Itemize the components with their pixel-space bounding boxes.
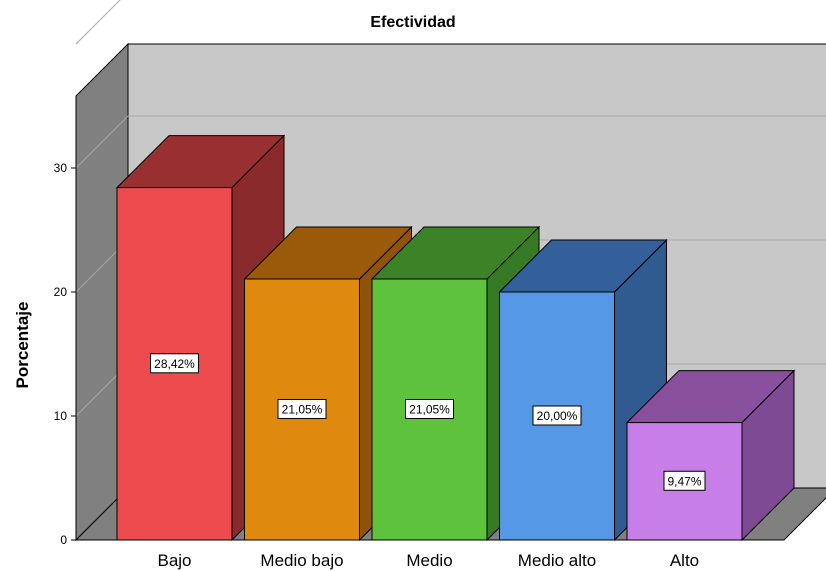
- gridline: [75, 115, 826, 169]
- x-tick-label: Bajo: [157, 551, 191, 570]
- y-tick-label: 30: [54, 161, 68, 175]
- data-label-box: [150, 353, 199, 374]
- data-label-box: [663, 470, 706, 491]
- data-label: 9,47%: [667, 474, 701, 488]
- y-axis: 0 10 20 30: [54, 96, 77, 547]
- x-tick-label: Medio bajo: [260, 551, 343, 570]
- x-tick-label: Alto: [670, 551, 699, 570]
- y-axis-label: Porcentaje: [13, 302, 32, 389]
- data-label: 28,42%: [154, 357, 195, 371]
- x-tick-label: Medio: [406, 551, 452, 570]
- bars-group: 28,42% 21,05% 21,05% 20,00% 9,47%: [115, 134, 796, 542]
- data-label: 20,00%: [537, 409, 578, 423]
- chart-title: Efectividad: [370, 14, 456, 31]
- data-label-box: [532, 405, 582, 426]
- y-tick-label: 0: [60, 533, 67, 547]
- data-label: 21,05%: [282, 402, 323, 416]
- y-tick-label: 20: [54, 285, 68, 299]
- y-tick-label: 10: [54, 409, 68, 423]
- data-label-box: [405, 398, 454, 419]
- data-label-box: [277, 398, 327, 419]
- bar-alto: 9,47%: [625, 369, 796, 542]
- x-tick-label: Medio alto: [518, 551, 596, 570]
- gridline: [75, 0, 121, 45]
- x-axis-labels: Bajo Medio bajo Medio Medio alto Alto: [157, 551, 699, 570]
- data-label: 21,05%: [409, 402, 450, 416]
